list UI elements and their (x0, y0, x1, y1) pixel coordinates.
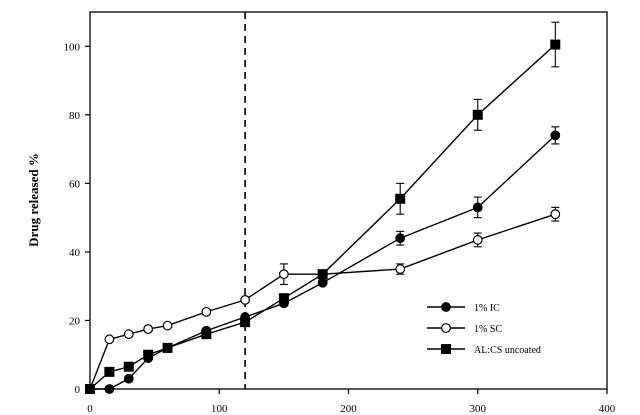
series-line (89, 44, 556, 390)
data-point-circle (104, 334, 115, 345)
data-point-circle (441, 302, 451, 312)
y-tick-label: 20 (69, 315, 81, 327)
data-point-circle (550, 209, 561, 220)
y-tick-label: 80 (69, 110, 81, 122)
x-tick-label: 0 (87, 403, 93, 415)
y-tick-label: 100 (64, 41, 81, 53)
series-2 (85, 206, 561, 394)
data-point-square (104, 366, 115, 377)
y-tick-label: 60 (69, 178, 81, 190)
axes: 0 100 200 300 400 0 20 40 60 80 100 (64, 11, 616, 415)
data-point-square (472, 109, 483, 120)
data-point-square (550, 39, 561, 50)
x-tick-label: 400 (599, 403, 616, 415)
data-point-circle (550, 130, 561, 141)
legend-label: 1% IC (474, 303, 500, 314)
x-tick-label: 300 (470, 403, 487, 415)
data-point-circle (317, 277, 328, 288)
data-point-square (201, 329, 212, 340)
data-point-square (317, 269, 328, 280)
legend-label: AL:CS uncoated (474, 345, 541, 356)
series-group (85, 21, 561, 394)
x-tick-label: 100 (211, 403, 228, 415)
data-point-square (85, 384, 95, 394)
data-point-square (162, 342, 173, 353)
data-point-circle (441, 323, 451, 333)
data-point-circle (472, 202, 483, 213)
y-tick-label: 0 (75, 384, 81, 396)
data-point-circle (395, 233, 406, 244)
data-point-circle (278, 269, 289, 280)
data-point-circle (162, 320, 173, 331)
y-tick-label: 40 (69, 247, 81, 259)
data-point-square (240, 317, 251, 328)
legend: 1% IC 1% SC AL:CS uncoated (427, 302, 541, 356)
x-tick-label: 200 (340, 403, 357, 415)
data-point-circle (123, 373, 134, 384)
legend-label: 1% SC (474, 324, 502, 335)
series-3 (85, 21, 561, 394)
data-point-square (123, 361, 134, 372)
data-point-circle (395, 264, 406, 274)
data-point-circle (104, 384, 115, 394)
data-point-circle (472, 235, 483, 245)
data-point-square (143, 349, 154, 360)
series-line (89, 213, 556, 390)
data-point-circle (240, 294, 251, 305)
data-point-circle (123, 329, 134, 340)
data-point-square (395, 193, 406, 204)
data-point-circle (143, 324, 154, 334)
data-point-square (278, 293, 289, 304)
data-point-square (441, 344, 451, 354)
y-axis-title: Drug released % (26, 153, 41, 247)
data-point-circle (201, 306, 212, 317)
